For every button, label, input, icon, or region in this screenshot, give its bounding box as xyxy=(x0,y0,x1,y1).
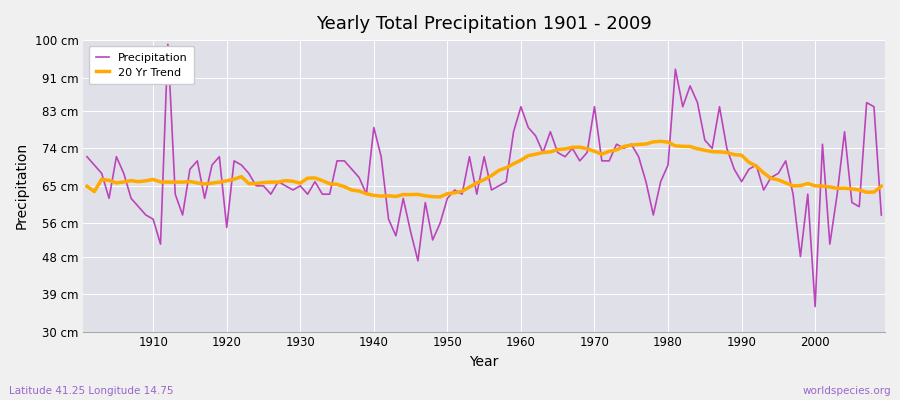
Precipitation xyxy=(611,142,622,147)
20 Yr Trend xyxy=(655,139,666,144)
Precipitation xyxy=(163,42,174,47)
Precipitation xyxy=(140,212,151,217)
Precipitation xyxy=(523,125,534,130)
X-axis label: Year: Year xyxy=(470,355,499,369)
20 Yr Trend xyxy=(346,188,357,192)
20 Yr Trend xyxy=(516,158,526,163)
Precipitation xyxy=(516,104,526,109)
20 Yr Trend xyxy=(140,178,151,183)
20 Yr Trend xyxy=(82,184,93,189)
Text: worldspecies.org: worldspecies.org xyxy=(803,386,891,396)
Precipitation xyxy=(310,179,320,184)
Line: Precipitation: Precipitation xyxy=(87,44,881,306)
Line: 20 Yr Trend: 20 Yr Trend xyxy=(87,141,881,197)
Text: Latitude 41.25 Longitude 14.75: Latitude 41.25 Longitude 14.75 xyxy=(9,386,174,396)
20 Yr Trend xyxy=(435,194,446,199)
Precipitation xyxy=(810,304,821,309)
Y-axis label: Precipitation: Precipitation xyxy=(15,142,29,230)
Precipitation xyxy=(354,175,364,180)
20 Yr Trend xyxy=(876,184,886,189)
Precipitation xyxy=(82,154,93,159)
Legend: Precipitation, 20 Yr Trend: Precipitation, 20 Yr Trend xyxy=(89,46,194,84)
20 Yr Trend xyxy=(523,153,534,158)
Precipitation xyxy=(876,212,886,217)
20 Yr Trend xyxy=(302,176,313,180)
Title: Yearly Total Precipitation 1901 - 2009: Yearly Total Precipitation 1901 - 2009 xyxy=(316,15,652,33)
20 Yr Trend xyxy=(611,148,622,152)
